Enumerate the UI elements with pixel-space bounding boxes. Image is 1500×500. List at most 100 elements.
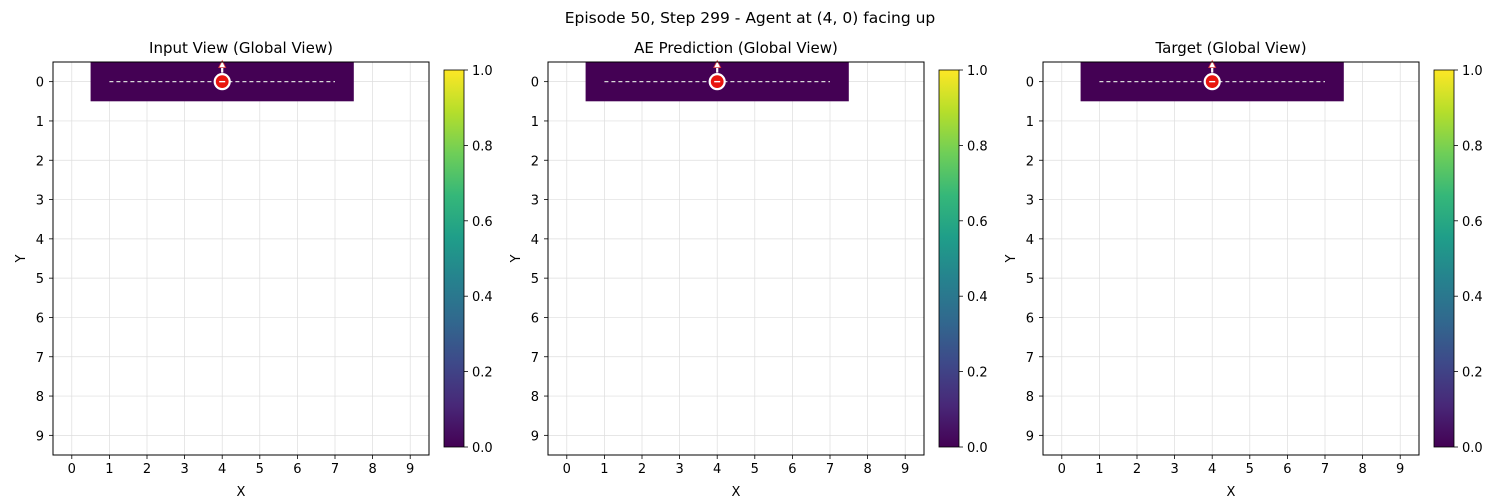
colorbar-tick-label: 0.4 (1462, 290, 1483, 305)
y-tick-label: 8 (1026, 390, 1034, 405)
x-axis-label: X (732, 485, 741, 500)
colorbar-tick-label: 0.0 (1462, 441, 1483, 456)
chart-panel-0: Input View (Global View) 0 1 2 3 4 5 6 7 8 9 0 1 2 3 4 5… (14, 39, 493, 500)
y-tick-label: 1 (1026, 115, 1034, 130)
colorbar-tick-label: 0.2 (472, 366, 493, 381)
y-tick-label: 0 (36, 76, 44, 91)
x-axis-label: X (1227, 485, 1236, 500)
panel-title: Target (Global View) (1154, 39, 1306, 57)
colorbar-tick-label: 1.0 (472, 64, 493, 79)
x-tick-label: 2 (143, 462, 151, 477)
y-tick-label: 3 (531, 194, 539, 209)
colorbar-tick-label: 0.0 (472, 441, 493, 456)
x-tick-label: 6 (293, 462, 301, 477)
y-axis-label: Y (509, 254, 524, 263)
y-axis-label: Y (1004, 254, 1019, 263)
colorbar-tick-label: 0.4 (472, 290, 493, 305)
x-tick-label: 8 (863, 462, 871, 477)
agent-facing-arrow-head (713, 59, 722, 69)
y-tick-label: 5 (1026, 272, 1034, 287)
agent-facing-arrow-head (1208, 59, 1217, 69)
axes-frame (547, 61, 925, 456)
y-tick-label: 8 (36, 390, 44, 405)
x-tick-label: 7 (1321, 462, 1329, 477)
colorbar-tick-label: 0.4 (967, 290, 988, 305)
x-tick-label: 6 (788, 462, 796, 477)
x-tick-label: 7 (826, 462, 834, 477)
colorbar (443, 69, 465, 448)
y-tick-label: 0 (1026, 76, 1034, 91)
axes-frame (52, 61, 430, 456)
x-tick-label: 0 (1058, 462, 1066, 477)
y-tick-label: 9 (531, 429, 539, 444)
x-tick-label: 8 (368, 462, 376, 477)
colorbar-tick-label: 1.0 (967, 64, 988, 79)
y-tick-label: 0 (531, 76, 539, 91)
x-tick-label: 8 (1358, 462, 1366, 477)
y-tick-label: 9 (36, 429, 44, 444)
colorbar-tick-label: 0.8 (472, 139, 493, 154)
axes-frame (1042, 61, 1420, 456)
y-tick-label: 1 (36, 115, 44, 130)
colorbar-tick-label: 0.0 (967, 441, 988, 456)
x-tick-label: 4 (1208, 462, 1216, 477)
y-tick-label: 7 (36, 351, 44, 366)
x-tick-label: 0 (563, 462, 571, 477)
y-tick-label: 5 (36, 272, 44, 287)
agent-facing-arrow-head (218, 59, 227, 69)
y-tick-label: 3 (1026, 194, 1034, 209)
colorbar (1433, 69, 1455, 448)
x-tick-label: 2 (1133, 462, 1141, 477)
colorbar (938, 69, 960, 448)
y-tick-label: 5 (531, 272, 539, 287)
colorbar-tick-label: 0.2 (967, 366, 988, 381)
colorbar-tick-label: 0.6 (1462, 215, 1483, 230)
x-tick-label: 3 (1170, 462, 1178, 477)
x-tick-label: 7 (331, 462, 339, 477)
x-tick-label: 1 (600, 462, 608, 477)
colorbar-tick-label: 0.6 (967, 215, 988, 230)
y-tick-label: 9 (1026, 429, 1034, 444)
colorbar-tick-label: 0.8 (1462, 139, 1483, 154)
y-tick-label: 1 (531, 115, 539, 130)
chart-panel-1: AE Prediction (Global View) 0 1 2 3 4 5 6 7 8 9 0 1 2… (509, 39, 988, 500)
y-tick-label: 2 (1026, 154, 1034, 169)
y-tick-label: 4 (531, 233, 539, 248)
x-tick-label: 4 (713, 462, 721, 477)
y-tick-label: 4 (36, 233, 44, 248)
x-tick-label: 3 (180, 462, 188, 477)
y-axis-label: Y (14, 254, 29, 263)
colorbar-tick-label: 0.2 (1462, 366, 1483, 381)
x-tick-label: 6 (1283, 462, 1291, 477)
y-tick-label: 8 (531, 390, 539, 405)
y-tick-label: 6 (531, 311, 539, 326)
x-tick-label: 9 (1396, 462, 1404, 477)
x-tick-label: 9 (406, 462, 414, 477)
x-tick-label: 1 (1095, 462, 1103, 477)
panel-title: Input View (Global View) (149, 39, 333, 57)
x-tick-label: 2 (638, 462, 646, 477)
y-tick-label: 3 (36, 194, 44, 209)
colorbar-tick-label: 0.6 (472, 215, 493, 230)
y-tick-label: 6 (36, 311, 44, 326)
x-tick-label: 0 (68, 462, 76, 477)
x-tick-label: 4 (218, 462, 226, 477)
panels: Input View (Global View) 0 1 2 3 4 5 6 7 8 9 0 1 2 3 4 5… (14, 39, 1483, 500)
y-tick-label: 7 (1026, 351, 1034, 366)
y-tick-label: 2 (531, 154, 539, 169)
y-tick-label: 2 (36, 154, 44, 169)
y-tick-label: 6 (1026, 311, 1034, 326)
figure-suptitle: Episode 50, Step 299 - Agent at (4, 0) f… (565, 9, 936, 27)
y-tick-label: 7 (531, 351, 539, 366)
x-axis-label: X (237, 485, 246, 500)
x-tick-label: 9 (901, 462, 909, 477)
x-tick-label: 1 (105, 462, 113, 477)
x-tick-label: 3 (675, 462, 683, 477)
x-tick-label: 5 (751, 462, 759, 477)
colorbar-tick-label: 0.8 (967, 139, 988, 154)
panel-title: AE Prediction (Global View) (634, 39, 838, 57)
y-tick-label: 4 (1026, 233, 1034, 248)
chart-panel-2: Target (Global View) 0 1 2 3 4 5 6 7 8 9 0 1 2 3 4 5 6 7 8 9… (1004, 39, 1483, 500)
x-tick-label: 5 (1246, 462, 1254, 477)
